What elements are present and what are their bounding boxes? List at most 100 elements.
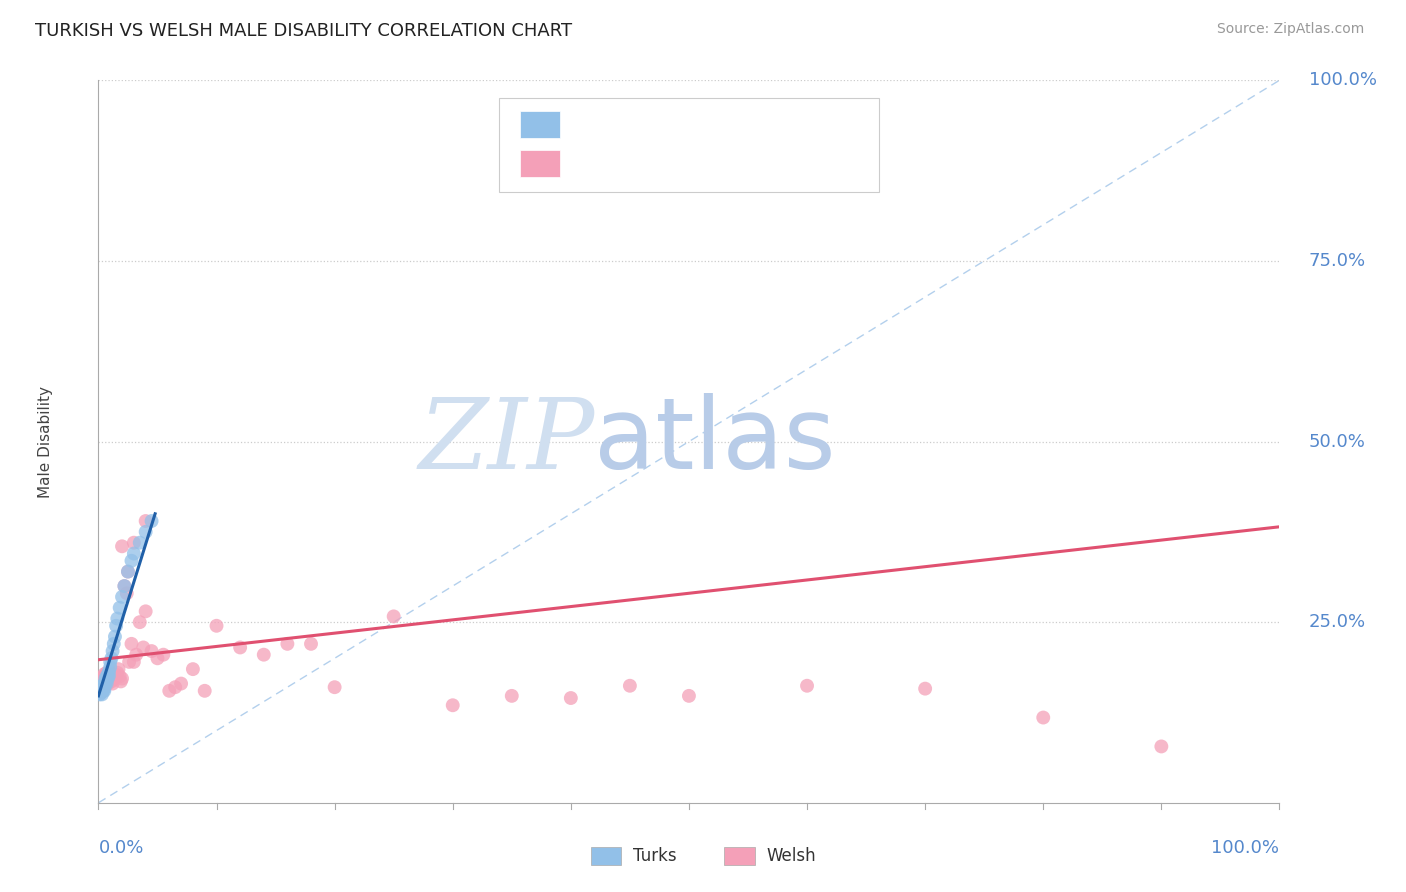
Point <box>105 665 128 680</box>
Point <box>94 676 117 690</box>
Point <box>122 655 145 669</box>
Point <box>103 637 125 651</box>
Point <box>110 674 132 689</box>
Text: 25.0%: 25.0% <box>1309 613 1367 632</box>
Point <box>135 514 157 528</box>
Point <box>135 524 157 539</box>
Point <box>108 600 131 615</box>
Point <box>93 673 115 687</box>
Point <box>115 586 138 600</box>
Point <box>108 669 131 683</box>
Point <box>91 683 114 698</box>
Point <box>170 676 193 690</box>
Point <box>125 648 148 662</box>
Point <box>229 640 252 655</box>
Point <box>96 665 118 680</box>
Point <box>501 689 523 703</box>
Point <box>105 619 128 633</box>
Point <box>104 630 127 644</box>
Point <box>91 683 114 698</box>
Point <box>96 669 118 683</box>
Point <box>97 667 120 681</box>
Point <box>560 691 582 706</box>
Point <box>141 514 163 528</box>
Point <box>89 687 111 701</box>
Point <box>1032 710 1054 724</box>
Point <box>98 669 121 683</box>
Point <box>93 679 115 693</box>
Point <box>111 590 134 604</box>
Point <box>105 611 128 625</box>
Point <box>94 674 117 689</box>
Point <box>98 672 121 686</box>
Point <box>98 660 121 674</box>
Point <box>107 662 129 676</box>
Point <box>796 679 818 693</box>
Point <box>299 637 322 651</box>
Point <box>122 547 145 561</box>
Point <box>105 669 128 683</box>
Point <box>98 665 121 679</box>
Point <box>96 676 118 690</box>
Point <box>96 673 118 687</box>
Point <box>91 669 114 683</box>
Text: R = 0.154   N = 65: R = 0.154 N = 65 <box>569 154 754 172</box>
Point <box>91 681 114 696</box>
Point <box>117 565 139 579</box>
Point <box>253 648 276 662</box>
Point <box>100 674 122 689</box>
Point <box>619 679 641 693</box>
Point <box>141 644 163 658</box>
Text: Source: ZipAtlas.com: Source: ZipAtlas.com <box>1216 22 1364 37</box>
Point <box>112 579 135 593</box>
Point <box>89 683 111 698</box>
Text: 0.0%: 0.0% <box>98 838 143 857</box>
Point <box>91 679 114 693</box>
Point <box>135 604 157 618</box>
Point <box>100 651 122 665</box>
Point <box>98 668 121 682</box>
Text: 100.0%: 100.0% <box>1212 838 1279 857</box>
Point <box>194 683 217 698</box>
Point <box>181 662 204 676</box>
Point <box>96 669 118 683</box>
Point <box>94 674 117 689</box>
Point <box>128 615 150 630</box>
Point <box>101 676 124 690</box>
Point <box>104 667 127 681</box>
Point <box>91 681 114 696</box>
Point <box>91 672 114 686</box>
Point <box>94 672 117 686</box>
Point <box>914 681 936 696</box>
Point <box>91 676 114 690</box>
Point <box>276 637 298 651</box>
Point <box>121 637 143 651</box>
Point <box>93 676 115 690</box>
Point <box>98 667 121 681</box>
Point <box>132 640 155 655</box>
Point <box>90 674 112 689</box>
Point <box>94 672 117 686</box>
Point <box>678 689 700 703</box>
Point <box>382 609 405 624</box>
Point <box>91 687 114 701</box>
Text: 50.0%: 50.0% <box>1309 433 1365 450</box>
Point <box>152 648 174 662</box>
Point <box>97 676 120 690</box>
Point <box>118 655 141 669</box>
Text: atlas: atlas <box>595 393 837 490</box>
Text: Welsh: Welsh <box>766 847 815 865</box>
Point <box>100 669 122 683</box>
Point <box>97 672 120 686</box>
Point <box>97 672 120 686</box>
Point <box>146 651 169 665</box>
Point <box>91 679 114 693</box>
Text: ZIP: ZIP <box>418 394 595 489</box>
Point <box>90 686 112 700</box>
Point <box>128 535 150 549</box>
Point <box>111 672 134 686</box>
Point <box>205 619 228 633</box>
Point <box>93 667 115 681</box>
Point <box>122 535 145 549</box>
Point <box>98 655 121 669</box>
